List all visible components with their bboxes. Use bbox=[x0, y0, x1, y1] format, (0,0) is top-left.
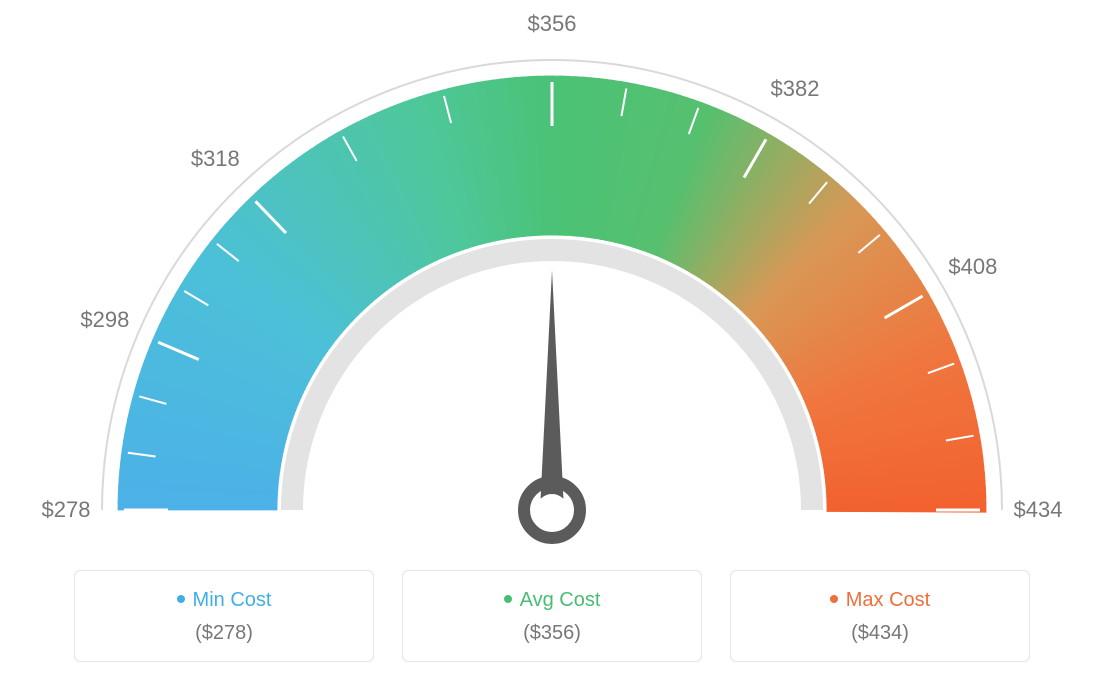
legend-label-avg: Avg Cost bbox=[520, 589, 601, 611]
tick-label: $382 bbox=[771, 76, 820, 102]
tick-label: $356 bbox=[528, 11, 577, 37]
legend-value-avg: ($356) bbox=[413, 622, 691, 645]
legend-title-min: Min Cost bbox=[85, 589, 363, 612]
dot-avg bbox=[504, 595, 512, 603]
legend-title-avg: Avg Cost bbox=[413, 589, 691, 612]
tick-label: $434 bbox=[1014, 497, 1063, 523]
tick-label: $298 bbox=[80, 307, 129, 333]
dot-max bbox=[830, 595, 838, 603]
legend-label-max: Max Cost bbox=[846, 589, 930, 611]
legend-title-max: Max Cost bbox=[741, 589, 1019, 612]
dot-min bbox=[177, 595, 185, 603]
legend-card-avg: Avg Cost ($356) bbox=[402, 570, 702, 662]
tick-label: $318 bbox=[191, 146, 240, 172]
gauge-chart: $278 $298 $318 $356 $382 $408 $434 bbox=[0, 0, 1104, 560]
tick-label: $278 bbox=[42, 497, 91, 523]
legend-label-min: Min Cost bbox=[193, 589, 272, 611]
legend-card-min: Min Cost ($278) bbox=[74, 570, 374, 662]
legend-card-max: Max Cost ($434) bbox=[730, 570, 1030, 662]
tick-label: $408 bbox=[948, 254, 997, 280]
gauge-svg bbox=[0, 0, 1104, 560]
legend-value-max: ($434) bbox=[741, 622, 1019, 645]
legend-value-min: ($278) bbox=[85, 622, 363, 645]
legend-row: Min Cost ($278) Avg Cost ($356) Max Cost… bbox=[0, 570, 1104, 662]
